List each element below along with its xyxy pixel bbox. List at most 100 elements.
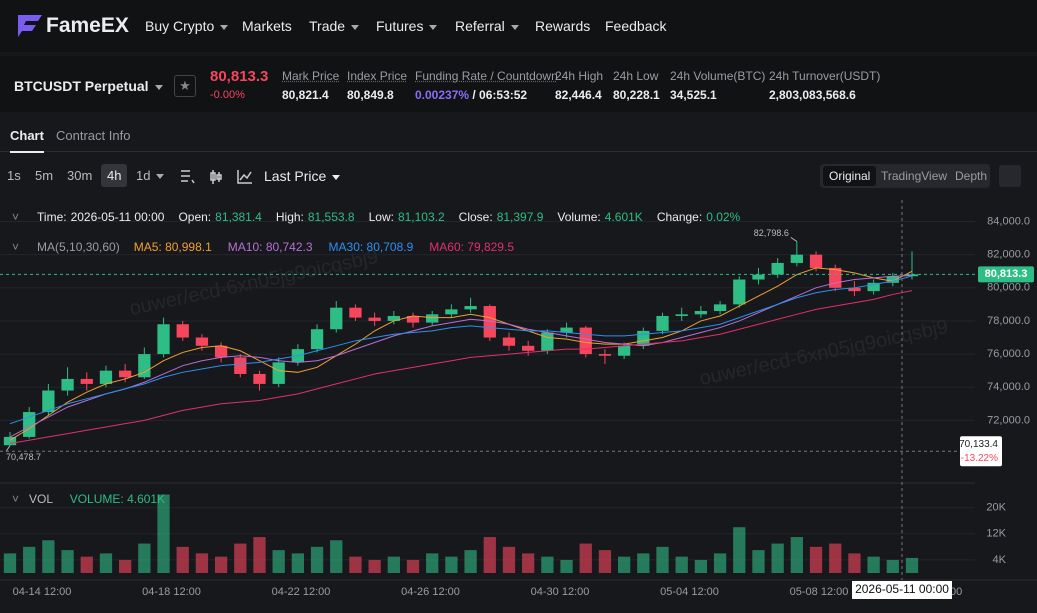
stat: 24h Turnover(USDT) 2,803,083,568.6	[769, 69, 880, 102]
volume-bar	[656, 546, 669, 573]
logo-text[interactable]: FameEX	[46, 14, 129, 37]
view-active[interactable]: Original	[823, 166, 877, 186]
stat: 24h High 82,446.4	[555, 69, 603, 102]
info-value: 0.02%	[706, 210, 741, 224]
info-label: High:	[275, 210, 304, 224]
candle-body	[426, 314, 439, 323]
tab[interactable]: Contract Info	[56, 128, 131, 143]
info-item: Time: 2026-05-11 00:00	[37, 210, 168, 224]
info-row: ˅ Time: 2026-05-11 00:00 Open: 81,381.4 High:…	[12, 210, 744, 224]
candle-body	[541, 332, 554, 351]
interval[interactable]: 1s	[7, 168, 21, 183]
candle-body	[157, 324, 170, 355]
candle-body	[368, 317, 381, 321]
volume-bar	[214, 556, 228, 573]
info-value: 81,103.2	[397, 210, 445, 224]
vol-row: ˅ VOL VOLUME: 4.601K	[12, 492, 166, 506]
candle-body	[560, 327, 573, 333]
candle-body	[3, 436, 17, 446]
view-switch: Original TradingView Depth	[820, 164, 990, 188]
nav-item[interactable]: Rewards	[535, 18, 591, 34]
nav-item[interactable]: Futures	[376, 18, 438, 34]
ma-legend: MA30: 80,708.9	[328, 240, 414, 254]
volume-bar	[157, 494, 170, 573]
tool-icons[interactable]	[180, 168, 260, 186]
candle-body	[387, 315, 400, 321]
symbol[interactable]: BTCUSDT Perpetual	[14, 78, 163, 94]
collapse: ˅	[12, 210, 20, 224]
volume-bar	[522, 553, 535, 573]
candle-body	[809, 254, 823, 268]
volume-bar	[138, 543, 151, 573]
volume-bar	[445, 556, 458, 573]
price-type[interactable]: Last Price	[264, 168, 341, 184]
volume-bar	[867, 556, 880, 573]
crosshair-time: 2026-05-11 00:00	[855, 582, 949, 596]
volume-bar	[598, 550, 612, 573]
volume-bar	[713, 553, 727, 573]
stat-value: 34,525.1	[670, 88, 717, 102]
fullscreen-button[interactable]	[999, 165, 1021, 187]
candle-body	[598, 354, 612, 356]
interval[interactable]: 1d	[136, 168, 165, 183]
interval[interactable]: 30m	[67, 168, 93, 183]
x-tick-label: 04-26 12:00	[401, 586, 460, 598]
info-item: Low: 81,103.2	[369, 210, 449, 224]
candle-body	[330, 307, 343, 330]
stat-label: Index Price	[347, 69, 408, 83]
volume-bar	[579, 543, 592, 573]
candle-body	[80, 378, 93, 384]
candle-body	[99, 370, 113, 384]
x-tick-label: 04-18 12:00	[142, 586, 201, 598]
candle-body	[483, 306, 496, 338]
volume-bar	[272, 550, 285, 573]
interval-active[interactable]: 4h	[101, 164, 128, 187]
interval[interactable]: 5m	[35, 168, 54, 183]
volume-bar	[464, 550, 477, 573]
candle-body	[253, 373, 266, 384]
y-tick-label: 82,000.0	[987, 249, 1030, 261]
volume-bar	[752, 550, 765, 573]
axis-bg	[975, 200, 1037, 613]
nav-item[interactable]: Buy Crypto	[145, 18, 229, 34]
low-marker	[5, 445, 11, 452]
view[interactable]: Depth	[955, 169, 988, 183]
volume-bar	[349, 556, 362, 573]
favorite-button[interactable]: ★	[174, 75, 196, 97]
nav-item[interactable]: Referral	[455, 18, 519, 34]
nav-item[interactable]: Markets	[242, 18, 292, 34]
volume-bar	[387, 556, 400, 573]
stat: 24h Volume(BTC) 34,525.1	[670, 69, 765, 102]
nav-item[interactable]: Feedback	[605, 18, 667, 34]
ma-line	[9, 275, 913, 425]
volume-bar	[176, 546, 189, 573]
candle-body	[675, 314, 688, 316]
vol-label: VOLUME: 4.601K	[69, 492, 166, 506]
candle-body	[829, 267, 842, 288]
candle-body	[195, 337, 209, 346]
candle-body	[617, 345, 631, 356]
candle-body	[61, 378, 74, 391]
volume-bar	[195, 553, 209, 573]
volume-bar	[61, 550, 74, 573]
stat: Mark Price 80,821.4	[282, 69, 339, 102]
funding-rate: 0.00237%	[415, 88, 470, 102]
vol-tick-label: 4K	[993, 554, 1007, 566]
candle-body	[349, 307, 362, 318]
volume-bar	[80, 556, 93, 573]
collapse: ˅	[12, 240, 20, 254]
watermark: ouwer/ecd-6xn05jg9oicqsbj9	[698, 316, 951, 390]
tab-active[interactable]: Chart	[10, 128, 44, 153]
nav-item[interactable]: Trade	[309, 18, 360, 34]
info-label: Change:	[656, 210, 703, 224]
view[interactable]: TradingView	[881, 169, 948, 183]
volume-bar	[790, 537, 803, 573]
candle-body	[905, 274, 919, 277]
volume-bar	[483, 537, 496, 573]
stat-label: Mark Price	[282, 69, 340, 83]
x-tick-label: 05-04 12:00	[660, 586, 719, 598]
volume-bar	[119, 559, 132, 573]
ma-legend: MA60: 79,829.5	[429, 240, 514, 254]
candle-body	[579, 327, 592, 355]
y-tick-label: 78,000.0	[987, 315, 1030, 327]
